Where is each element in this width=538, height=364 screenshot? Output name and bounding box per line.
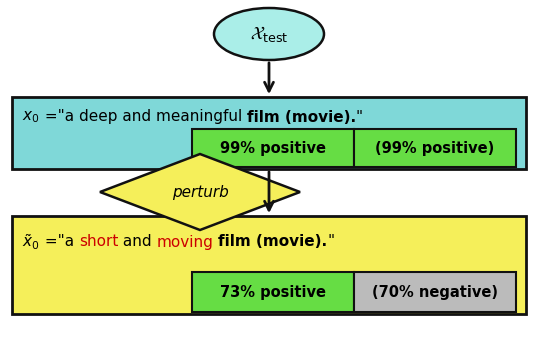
Text: film (movie).: film (movie).: [218, 234, 328, 249]
Text: ": ": [356, 110, 363, 124]
FancyBboxPatch shape: [354, 272, 516, 312]
FancyBboxPatch shape: [12, 216, 526, 314]
Text: ="a deep and meaningful: ="a deep and meaningful: [39, 110, 246, 124]
FancyBboxPatch shape: [192, 129, 354, 167]
Text: ": ": [328, 234, 335, 249]
Polygon shape: [100, 154, 300, 230]
Text: perturb: perturb: [172, 185, 228, 199]
Text: $\tilde{x}_0$: $\tilde{x}_0$: [22, 232, 40, 252]
Text: ="a: ="a: [40, 234, 79, 249]
Ellipse shape: [214, 8, 324, 60]
Text: film (movie).: film (movie).: [246, 110, 356, 124]
FancyBboxPatch shape: [192, 272, 354, 312]
Text: moving: moving: [157, 234, 214, 249]
Text: $x_0$: $x_0$: [22, 109, 39, 125]
FancyBboxPatch shape: [12, 97, 526, 169]
Text: $\mathcal{X}_{\mathrm{test}}$: $\mathcal{X}_{\mathrm{test}}$: [250, 24, 288, 44]
Text: 73% positive: 73% positive: [220, 285, 326, 300]
Text: 99% positive: 99% positive: [220, 141, 326, 155]
Text: and: and: [118, 234, 157, 249]
Text: short: short: [79, 234, 118, 249]
FancyBboxPatch shape: [354, 129, 516, 167]
Text: (70% negative): (70% negative): [372, 285, 498, 300]
Text: (99% positive): (99% positive): [376, 141, 494, 155]
